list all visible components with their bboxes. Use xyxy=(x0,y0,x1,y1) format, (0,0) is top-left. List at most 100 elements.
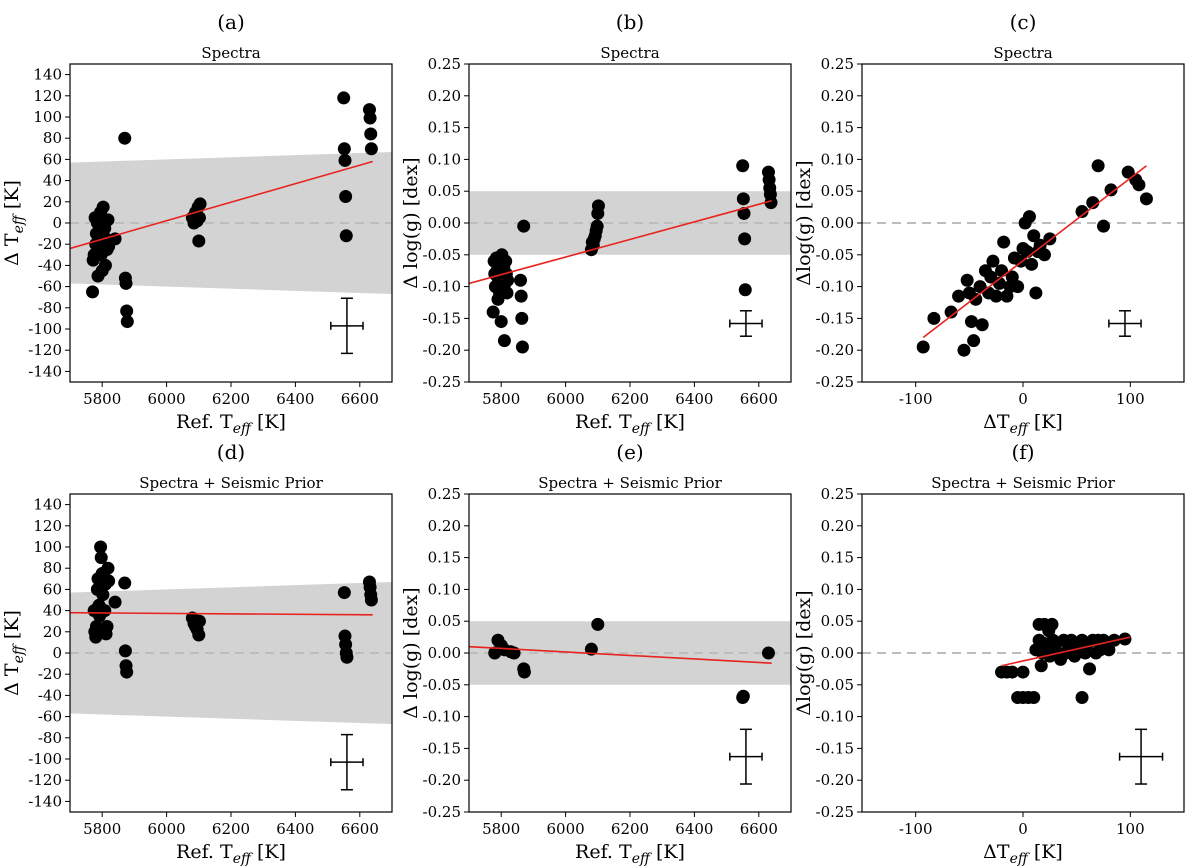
data-point xyxy=(98,258,112,272)
plot-area xyxy=(70,540,392,791)
x-tick-label: 6200 xyxy=(611,390,649,408)
data-point xyxy=(337,91,351,105)
y-tick-label: 140 xyxy=(33,496,62,514)
y-tick-label: -40 xyxy=(38,256,62,274)
panel-title: Spectra + Seismic Prior xyxy=(931,474,1115,492)
error-bar xyxy=(330,297,364,355)
data-point xyxy=(94,540,108,554)
x-axis-label: ΔTeff [K] xyxy=(983,411,1063,437)
data-point xyxy=(590,219,604,233)
y-tick-label: 0.25 xyxy=(428,485,461,503)
data-point xyxy=(591,199,605,213)
label-base: Δlog(g) [dex] xyxy=(793,590,815,715)
data-point xyxy=(975,318,989,332)
label-base: ΔT xyxy=(983,411,1010,433)
data-point xyxy=(118,576,132,590)
data-point xyxy=(737,206,751,220)
y-tick-label: 0.25 xyxy=(821,55,854,73)
data-point xyxy=(517,665,531,679)
y-tick-label: -0.20 xyxy=(816,341,854,359)
data-point xyxy=(992,276,1006,290)
y-tick-label: 40 xyxy=(43,172,62,190)
data-point xyxy=(118,644,132,658)
data-point xyxy=(338,153,352,167)
panel-letter: (e) xyxy=(616,440,643,464)
label-base: Ref. T xyxy=(575,841,632,863)
data-point xyxy=(340,650,354,664)
y-tick-label: -0.10 xyxy=(816,708,854,726)
data-point xyxy=(738,232,752,246)
plot-area xyxy=(862,617,1184,785)
label-base: Ref. T xyxy=(176,411,233,433)
y-tick-label: 80 xyxy=(43,129,62,147)
y-tick-label: 140 xyxy=(33,66,62,84)
y-tick-label: -120 xyxy=(28,771,62,789)
y-tick-label: -0.05 xyxy=(423,676,461,694)
label-base: Δ T xyxy=(1,663,23,696)
y-tick-label: 0.05 xyxy=(821,182,854,200)
x-axis-label: Ref. Teff [K] xyxy=(176,411,286,437)
label-subscript: eff xyxy=(233,421,253,437)
data-point xyxy=(1025,257,1039,271)
y-tick-label: 0.00 xyxy=(428,644,461,662)
data-point xyxy=(591,617,605,631)
panel-c: -100 0 100 -0.25 -0.20 -0.15 -0.10 -0.05 0.00 0.0… xyxy=(793,10,1185,437)
label-subscript: eff xyxy=(632,851,652,867)
data-point xyxy=(969,292,983,306)
y-tick-label: 0.05 xyxy=(428,612,461,630)
x-tick-label: 6600 xyxy=(740,820,778,838)
panel-b: 5800 6000 6200 6400 6600 -0.25 -0.20 -0.15 -0.10… xyxy=(400,10,792,437)
data-point xyxy=(497,334,511,348)
data-point xyxy=(339,229,353,243)
y-tick-label: -60 xyxy=(38,278,62,296)
data-point xyxy=(86,285,100,299)
panel-letter: (d) xyxy=(217,440,245,464)
error-bar xyxy=(1118,728,1164,785)
x-tick-label: 6600 xyxy=(341,820,379,838)
data-point xyxy=(1104,183,1118,197)
y-tick-label: 0 xyxy=(52,214,62,232)
label-base: Ref. T xyxy=(176,841,233,863)
y-tick-label: 0.05 xyxy=(428,182,461,200)
data-point xyxy=(989,289,1003,303)
data-point xyxy=(102,574,116,588)
x-tick-label: 6400 xyxy=(675,390,713,408)
fit-line xyxy=(469,199,772,285)
label-base: Δ log(g) [dex] xyxy=(400,157,422,288)
panel-f: -100 0 100 -0.25 -0.20 -0.15 -0.10 -0.05 0.00 0.0… xyxy=(793,440,1185,867)
data-point xyxy=(101,561,115,575)
panel-letter: (f) xyxy=(1011,440,1034,464)
data-point xyxy=(96,200,110,214)
data-point xyxy=(192,628,206,642)
y-tick-label: 0.15 xyxy=(428,549,461,567)
x-tick-label: 6200 xyxy=(212,390,250,408)
fit-line xyxy=(1001,636,1131,667)
y-tick-label: 0.10 xyxy=(428,150,461,168)
data-point xyxy=(1037,248,1051,262)
panel-title: Spectra + Seismic Prior xyxy=(139,474,323,492)
data-point xyxy=(192,234,206,248)
y-axis-label: Δ Teff [K] xyxy=(1,610,27,696)
data-point xyxy=(1075,691,1089,705)
x-tick-label: 5800 xyxy=(83,390,121,408)
data-point xyxy=(337,142,351,156)
data-point xyxy=(1027,229,1041,243)
y-axis-label: Δ log(g) [dex] xyxy=(400,587,422,718)
y-tick-label: -20 xyxy=(38,235,62,253)
uncertainty-band xyxy=(70,581,392,725)
y-tick-label: 100 xyxy=(33,108,62,126)
data-point xyxy=(736,689,750,703)
x-tick-label: 5800 xyxy=(482,820,520,838)
y-tick-label: 0.05 xyxy=(821,612,854,630)
y-tick-label: 0.10 xyxy=(428,580,461,598)
x-tick-label: 6000 xyxy=(547,820,585,838)
y-tick-label: 120 xyxy=(33,517,62,535)
label-tail: [K] xyxy=(1,180,23,215)
y-tick-label: -60 xyxy=(38,708,62,726)
error-bar xyxy=(729,310,763,337)
fit-line xyxy=(70,611,373,616)
label-tail: [K] xyxy=(1028,841,1063,863)
label-subscript: eff xyxy=(632,421,652,437)
uncertainty-band xyxy=(469,621,791,685)
